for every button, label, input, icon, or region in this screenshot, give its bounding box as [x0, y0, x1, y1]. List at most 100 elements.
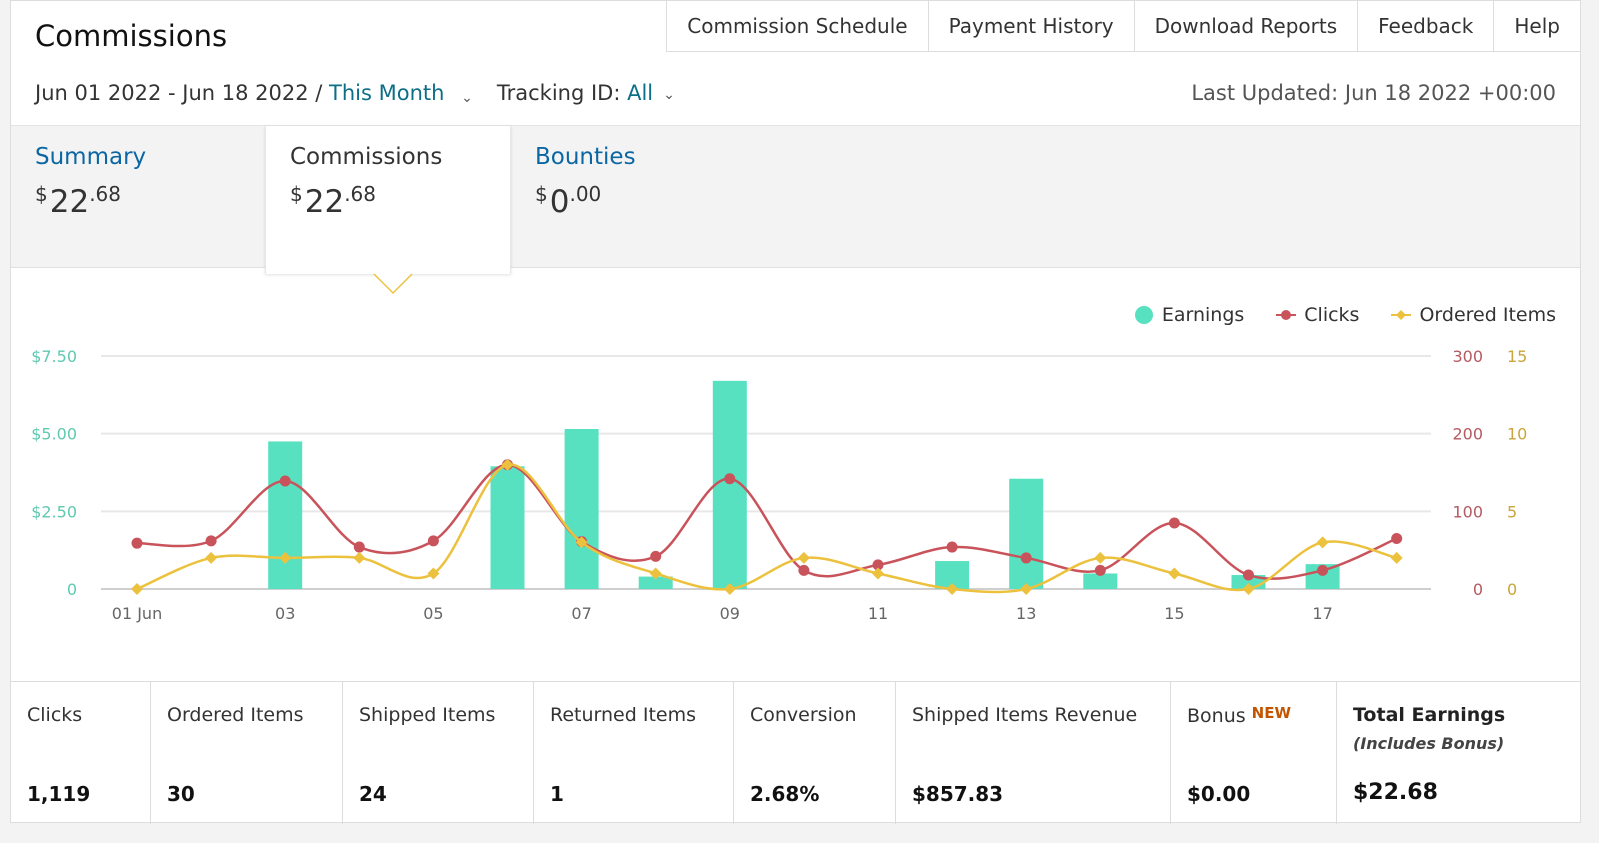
ordered-items-point [1316, 536, 1329, 549]
y-left-tick-label: $5.00 [31, 425, 77, 444]
ordered-items-point [1168, 567, 1181, 580]
stat-shipped-items: Shipped Items 24 [343, 682, 534, 824]
legend-earnings-dot-icon [1134, 306, 1153, 324]
nav-feedback[interactable]: Feedback [1358, 1, 1495, 51]
x-tick-label: 05 [423, 604, 443, 623]
ordered-items-point [353, 551, 366, 564]
earnings-bar [490, 466, 525, 589]
clicks-point [1168, 517, 1180, 529]
tab-commissions[interactable]: Commissions $22.68 [265, 126, 511, 274]
earnings-bar [638, 576, 673, 589]
clicks-point [724, 473, 736, 485]
y-right-ordered-tick-label: 5 [1507, 502, 1517, 521]
date-range-dropdown[interactable]: Jun 01 2022 - Jun 18 2022 / This Month ⌄ [35, 81, 473, 106]
ordered-items-path [136, 463, 1397, 594]
ordered-items-point [575, 536, 588, 549]
ordered-items-point [131, 583, 143, 595]
last-updated: Last Updated: Jun 18 2022 +00:00 [1191, 81, 1556, 105]
legend-clicks-label: Clicks [1304, 304, 1360, 326]
ordered-items-point [723, 583, 736, 595]
active-tab-caret-icon [373, 273, 413, 295]
x-tick-label: 15 [1164, 604, 1184, 623]
stat-bonus-label: Bonus [1187, 705, 1246, 727]
clicks-point [650, 550, 662, 562]
legend-earnings[interactable]: Earnings [1134, 304, 1244, 326]
legend-earnings-label: Earnings [1161, 304, 1245, 326]
period-link: This Month [329, 81, 445, 105]
y-right-clicks-tick-label: 200 [1452, 425, 1483, 444]
y-right-clicks-tick-label: 100 [1452, 502, 1483, 521]
ordered-items-point [1242, 583, 1255, 595]
ordered-items-point [946, 583, 959, 595]
stat-sub-label: (Includes Bonus) [1353, 734, 1505, 753]
x-tick-label: 09 [720, 604, 740, 623]
y-left-tick-label: $7.50 [31, 347, 77, 366]
nav-download-reports[interactable]: Download Reports [1135, 1, 1359, 51]
ordered-items-point [872, 567, 884, 580]
currency-symbol: $ [535, 182, 548, 206]
stat-value: 24 [359, 782, 387, 806]
earnings-bar [268, 441, 303, 589]
legend-clicks-line-icon [1276, 310, 1297, 320]
amount-cents: .68 [344, 182, 376, 206]
nav-payment-history[interactable]: Payment History [929, 1, 1135, 51]
x-tick-label: 03 [275, 604, 295, 623]
y-right-clicks-tick-label: 0 [1473, 580, 1483, 599]
top-nav: Commission Schedule Payment History Down… [666, 1, 1580, 52]
stats-row: Clicks 1,119 Ordered Items 30 Shipped It… [11, 681, 1580, 824]
clicks-point [131, 537, 143, 549]
stat-clicks: Clicks 1,119 [11, 682, 151, 824]
summary-tabs: Summary $22.68 Commissions $22.68 Bounti… [11, 125, 1580, 274]
ordered-items-point [797, 551, 810, 564]
legend-ordered-items[interactable]: Ordered Items [1391, 304, 1556, 326]
stat-conversion: Conversion 2.68% [734, 682, 896, 824]
stat-bonus: Bonus NEW $0.00 [1171, 682, 1337, 824]
y-left-tick-label: $2.50 [31, 502, 77, 521]
stat-label: Shipped Items Revenue [912, 704, 1138, 726]
ordered-items-point [501, 458, 514, 471]
earnings-bar [1009, 478, 1044, 589]
earnings-bar [564, 429, 599, 589]
clicks-point [946, 541, 958, 553]
tab-commissions-label: Commissions [290, 144, 443, 170]
stat-label: Returned Items [550, 704, 696, 726]
nav-commission-schedule[interactable]: Commission Schedule [667, 1, 929, 51]
commissions-report-card: Commissions Commission Schedule Payment … [10, 0, 1581, 824]
stat-value: 1 [550, 782, 564, 806]
stat-total-earnings-label: Total Earnings [1353, 704, 1506, 726]
stat-total-earnings: Total Earnings (Includes Bonus) $22.68 [1337, 682, 1580, 824]
x-tick-label: 17 [1312, 604, 1332, 623]
clicks-point [1020, 552, 1032, 564]
clicks-point [1094, 564, 1106, 576]
stat-label: Total Earnings (Includes Bonus) [1353, 704, 1580, 753]
tab-bounties-label: Bounties [535, 144, 636, 170]
nav-help[interactable]: Help [1514, 14, 1560, 38]
stat-label: Clicks [27, 704, 83, 726]
clicks-line [131, 459, 1403, 581]
amount-cents: .68 [89, 182, 121, 206]
tracking-id-dropdown[interactable]: Tracking ID: All ⌄ [497, 81, 675, 105]
y-right-clicks-tick-label: 300 [1452, 347, 1483, 366]
tab-bounties[interactable]: Bounties $0.00 [511, 126, 761, 269]
stat-label: Conversion [750, 704, 857, 726]
clicks-point [1391, 533, 1403, 545]
stat-ordered-items: Ordered Items 30 [151, 682, 343, 824]
page-title: Commissions [35, 19, 228, 53]
clicks-point [205, 535, 217, 547]
legend-clicks[interactable]: Clicks [1276, 304, 1359, 326]
amount-whole: 22 [49, 184, 90, 220]
clicks-point [427, 535, 439, 547]
tab-summary[interactable]: Summary $22.68 [11, 126, 261, 269]
currency-symbol: $ [35, 182, 48, 206]
chart-legend: Earnings Clicks Ordered Items [1102, 304, 1556, 326]
y-left-tick-label: 0 [67, 580, 77, 599]
ordered-items-line [131, 458, 1403, 595]
stat-label: Ordered Items [167, 704, 304, 726]
clicks-point [872, 559, 884, 571]
y-right-ordered-tick-label: 15 [1507, 347, 1527, 366]
filter-bar: Jun 01 2022 - Jun 18 2022 / This Month ⌄… [35, 81, 675, 106]
stat-value: $857.83 [912, 782, 1004, 806]
stat-label: Bonus NEW [1187, 704, 1336, 727]
ordered-items-point [1020, 583, 1033, 595]
